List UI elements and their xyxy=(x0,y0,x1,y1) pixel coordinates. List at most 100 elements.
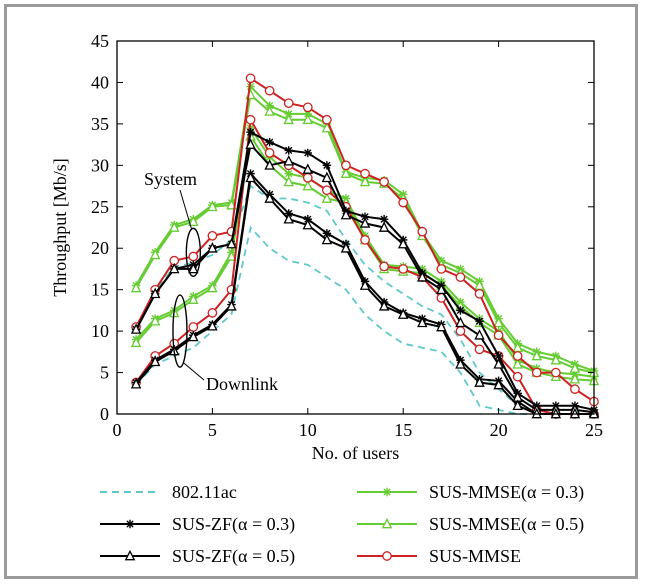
data-point xyxy=(417,271,428,282)
data-point xyxy=(226,250,237,261)
legend-item: SUS-MMSE xyxy=(357,546,521,566)
data-point xyxy=(302,113,314,125)
data-point xyxy=(455,358,466,369)
legend-item: SUS-ZF(α = 0.3) xyxy=(100,514,295,535)
data-point xyxy=(264,159,275,170)
data-point xyxy=(512,351,523,361)
data-point xyxy=(397,308,409,319)
data-point xyxy=(436,283,447,295)
data-point xyxy=(207,319,218,331)
data-point xyxy=(149,248,161,260)
data-point xyxy=(207,200,218,212)
data-point xyxy=(283,213,294,224)
y-tick-label: 45 xyxy=(91,31,109,51)
data-point xyxy=(124,549,136,561)
data-point xyxy=(569,362,581,373)
data-point xyxy=(340,208,352,220)
data-point xyxy=(436,264,447,274)
data-point xyxy=(321,121,333,133)
y-tick-label: 20 xyxy=(91,238,109,258)
legend: 802.11ac SUS-MMSE(α = 0.3) SUS-ZF(α = 0.3)… xyxy=(100,482,584,567)
data-point xyxy=(475,316,484,326)
series-sus-mmse-0-3--downlink xyxy=(131,123,599,381)
data-point xyxy=(149,315,161,326)
legend-item: SUS-MMSE(α = 0.3) xyxy=(357,482,584,503)
data-point xyxy=(359,175,371,187)
data-point xyxy=(130,378,142,389)
data-point xyxy=(302,172,313,183)
data-point xyxy=(283,98,294,109)
data-point xyxy=(188,293,199,304)
legend-label: SUS-ZF(α = 0.5) xyxy=(172,546,295,567)
y-tick-label: 35 xyxy=(91,114,109,134)
data-point xyxy=(283,175,294,187)
data-point xyxy=(149,287,161,299)
data-point xyxy=(188,215,199,227)
data-point xyxy=(322,114,332,125)
data-point xyxy=(322,185,332,196)
data-point xyxy=(168,221,180,232)
legend-item: SUS-ZF(α = 0.5) xyxy=(100,546,295,567)
data-point xyxy=(130,336,142,348)
data-point xyxy=(226,237,237,249)
system-pointer xyxy=(179,189,192,229)
data-point xyxy=(493,316,504,328)
series-sus-zf-0-5--downlink xyxy=(130,171,600,419)
data-point xyxy=(570,384,580,394)
data-point xyxy=(455,326,466,336)
data-point xyxy=(360,235,370,245)
data-point xyxy=(321,171,333,183)
y-tick-label: 5 xyxy=(100,363,109,383)
x-tick-label: 5 xyxy=(208,420,217,440)
data-point xyxy=(382,551,392,561)
x-tick-label: 25 xyxy=(585,420,603,440)
data-point xyxy=(378,300,390,311)
data-point xyxy=(207,308,218,318)
data-point xyxy=(302,163,314,174)
data-point xyxy=(284,169,293,178)
data-point xyxy=(398,264,409,274)
data-point xyxy=(455,272,466,283)
legend-label: SUS-MMSE(α = 0.3) xyxy=(429,482,584,503)
data-point xyxy=(359,279,371,290)
series-line xyxy=(135,125,595,378)
legend-label: SUS-ZF(α = 0.3) xyxy=(172,514,295,535)
data-point xyxy=(340,167,352,178)
annotations: System Downlink xyxy=(144,169,278,394)
y-tick-label: 30 xyxy=(91,155,109,175)
data-point xyxy=(226,300,237,311)
data-point xyxy=(493,378,504,390)
y-axis-label: Throughput [Mb/s] xyxy=(50,158,70,297)
data-point xyxy=(512,371,523,382)
data-point xyxy=(302,218,314,230)
data-point xyxy=(265,137,274,147)
data-point xyxy=(245,138,256,149)
data-point xyxy=(340,242,352,253)
data-point xyxy=(379,177,389,187)
data-point xyxy=(245,171,256,183)
x-tick-label: 15 xyxy=(394,420,412,440)
data-point xyxy=(379,261,389,272)
data-point xyxy=(125,519,135,529)
legend-item: SUS-MMSE(α = 0.5) xyxy=(357,514,584,535)
plot-frame xyxy=(116,40,595,415)
system-ellipse xyxy=(185,227,202,278)
plot-lines xyxy=(130,73,600,419)
data-point xyxy=(378,221,390,232)
data-point xyxy=(417,316,428,328)
legend-item: 802.11ac xyxy=(100,482,237,502)
data-point xyxy=(283,113,294,125)
series-sus-mmse-downlink xyxy=(131,114,599,419)
data-point xyxy=(302,179,314,191)
x-tick-label: 20 xyxy=(490,420,508,440)
data-point xyxy=(341,160,351,171)
data-point xyxy=(493,330,504,341)
data-point xyxy=(512,358,523,369)
data-point xyxy=(149,355,161,367)
data-point xyxy=(130,323,142,334)
data-point xyxy=(360,168,370,179)
legend-label: SUS-MMSE(α = 0.5) xyxy=(429,514,584,535)
data-point xyxy=(188,322,199,332)
data-point xyxy=(455,316,466,328)
